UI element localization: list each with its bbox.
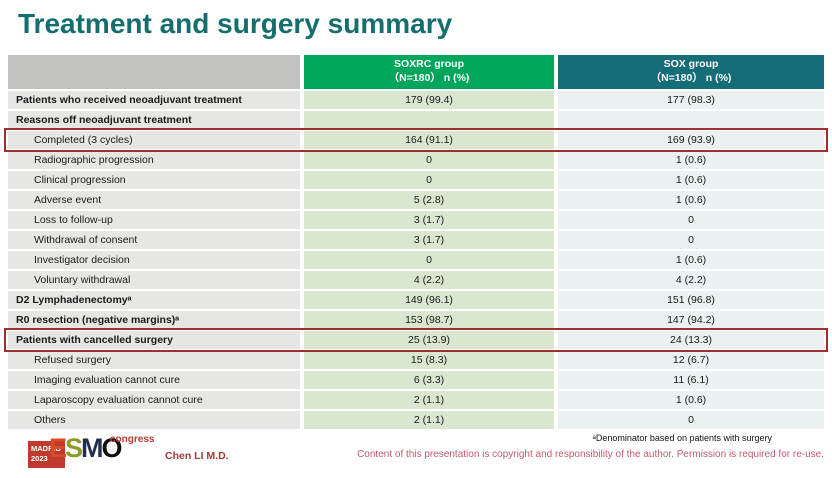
sox-value: 0 xyxy=(558,211,824,229)
table-row: Adverse event 5 (2.8) 1 (0.6) xyxy=(8,191,824,209)
esmo-wordmark: ESMO xyxy=(49,433,123,464)
soxrc-value: 6 (3.3) xyxy=(304,371,554,389)
sox-value: 11 (6.1) xyxy=(558,371,824,389)
treatment-surgery-table: SOXRC group （N=180） n (%) SOX group （N=1… xyxy=(4,55,828,431)
table-row: Refused surgery 15 (8.3) 12 (6.7) xyxy=(8,351,824,369)
sox-value xyxy=(558,111,824,129)
esmo-letter: M xyxy=(81,433,103,463)
header-empty-cell xyxy=(8,55,300,89)
sox-value: 24 (13.3) xyxy=(558,331,824,349)
soxrc-value: 0 xyxy=(304,151,554,169)
sox-value: 0 xyxy=(558,411,824,429)
row-label: Refused surgery xyxy=(8,351,300,369)
soxrc-value: 164 (91.1) xyxy=(304,131,554,149)
row-label: D2 Lymphadenectomyᵃ xyxy=(8,291,300,309)
row-label: Withdrawal of consent xyxy=(8,231,300,249)
table-row: Clinical progression 0 1 (0.6) xyxy=(8,171,824,189)
congress-label: congress xyxy=(110,434,155,445)
esmo-letter: S xyxy=(65,433,83,463)
row-label: Patients who received neoadjuvant treatm… xyxy=(8,91,300,109)
table-row: Laparoscopy evaluation cannot cure 2 (1.1… xyxy=(8,391,824,409)
table-row: Investigator decision 0 1 (0.6) xyxy=(8,251,824,269)
sox-value: 4 (2.2) xyxy=(558,271,824,289)
row-label: Voluntary withdrawal xyxy=(8,271,300,289)
table-row-highlighted: Patients with cancelled surgery 25 (13.9)… xyxy=(4,328,828,352)
esmo-congress-logo: MADRID 2023 ESMO congress xyxy=(28,433,168,474)
table-row: Voluntary withdrawal 4 (2.2) 4 (2.2) xyxy=(8,271,824,289)
table-row: Patients who received neoadjuvant treatm… xyxy=(8,91,824,109)
esmo-letter: E xyxy=(49,433,67,463)
header-soxrc-group: SOXRC group （N=180） n (%) xyxy=(304,55,554,89)
soxrc-value: 179 (99.4) xyxy=(304,91,554,109)
row-label: Clinical progression xyxy=(8,171,300,189)
soxrc-group-label: SOXRC group xyxy=(394,58,464,71)
table-row: R0 resection (negative margins)ᵃ 153 (98.… xyxy=(8,311,824,329)
soxrc-value: 25 (13.9) xyxy=(304,331,554,349)
denominator-footnote: ᵃDenominator based on patients with surg… xyxy=(592,433,772,443)
copyright-notice: Content of this presentation is copyrigh… xyxy=(357,449,824,460)
year-label: 2023 xyxy=(31,454,48,464)
esmo-letter: O xyxy=(101,433,123,463)
sox-value: 1 (0.6) xyxy=(558,171,824,189)
row-label: R0 resection (negative margins)ᵃ xyxy=(8,311,300,329)
madrid-label: MADRID xyxy=(31,444,61,453)
table-row: Radiographic progression 0 1 (0.6) xyxy=(8,151,824,169)
soxrc-value: 149 (96.1) xyxy=(304,291,554,309)
madrid-2023-badge: MADRID 2023 xyxy=(28,441,65,468)
header-sox-group: SOX group （N=180） n (%) xyxy=(558,55,824,89)
row-label: Loss to follow-up xyxy=(8,211,300,229)
soxrc-value: 15 (8.3) xyxy=(304,351,554,369)
table-row: Others 2 (1.1) 0 xyxy=(8,411,824,429)
table-row: D2 Lymphadenectomyᵃ 149 (96.1) 151 (96.8) xyxy=(8,291,824,309)
row-label: Others xyxy=(8,411,300,429)
soxrc-value: 0 xyxy=(304,251,554,269)
table-row: Loss to follow-up 3 (1.7) 0 xyxy=(8,211,824,229)
soxrc-value: 3 (1.7) xyxy=(304,211,554,229)
sox-group-label: SOX group xyxy=(663,58,719,71)
sox-value: 0 xyxy=(558,231,824,249)
sox-value: 169 (93.9) xyxy=(558,131,824,149)
sox-value: 151 (96.8) xyxy=(558,291,824,309)
row-label: Laparoscopy evaluation cannot cure xyxy=(8,391,300,409)
soxrc-value: 153 (98.7) xyxy=(304,311,554,329)
sox-value: 12 (6.7) xyxy=(558,351,824,369)
row-label: Imaging evaluation cannot cure xyxy=(8,371,300,389)
soxrc-value: 2 (1.1) xyxy=(304,391,554,409)
row-label: Patients with cancelled surgery xyxy=(8,331,300,349)
soxrc-value: 5 (2.8) xyxy=(304,191,554,209)
table-row: Withdrawal of consent 3 (1.7) 0 xyxy=(8,231,824,249)
row-label: Completed (3 cycles) xyxy=(8,131,300,149)
row-label: Radiographic progression xyxy=(8,151,300,169)
sox-value: 1 (0.6) xyxy=(558,251,824,269)
table-row: Imaging evaluation cannot cure 6 (3.3) 11 … xyxy=(8,371,824,389)
soxrc-value: 0 xyxy=(304,171,554,189)
sox-value: 1 (0.6) xyxy=(558,151,824,169)
sox-value: 1 (0.6) xyxy=(558,191,824,209)
table-row: Reasons off neoadjuvant treatment xyxy=(8,111,824,129)
row-label: Adverse event xyxy=(8,191,300,209)
table-body: Patients who received neoadjuvant treatm… xyxy=(4,91,828,429)
soxrc-group-sublabel: （N=180） n (%) xyxy=(388,72,470,84)
sox-group-sublabel: （N=180） n (%) xyxy=(650,72,732,84)
sox-value: 177 (98.3) xyxy=(558,91,824,109)
soxrc-value: 3 (1.7) xyxy=(304,231,554,249)
soxrc-value xyxy=(304,111,554,129)
sox-value: 1 (0.6) xyxy=(558,391,824,409)
sox-value: 147 (94.2) xyxy=(558,311,824,329)
row-label: Reasons off neoadjuvant treatment xyxy=(8,111,300,129)
slide-title: Treatment and surgery summary xyxy=(18,8,453,39)
soxrc-value: 4 (2.2) xyxy=(304,271,554,289)
table-row-highlighted: Completed (3 cycles) 164 (91.1) 169 (93.9) xyxy=(4,128,828,152)
presenter-name: Chen LI M.D. xyxy=(165,450,229,462)
row-label: Investigator decision xyxy=(8,251,300,269)
table-header-row: SOXRC group （N=180） n (%) SOX group （N=1… xyxy=(8,55,824,89)
soxrc-value: 2 (1.1) xyxy=(304,411,554,429)
